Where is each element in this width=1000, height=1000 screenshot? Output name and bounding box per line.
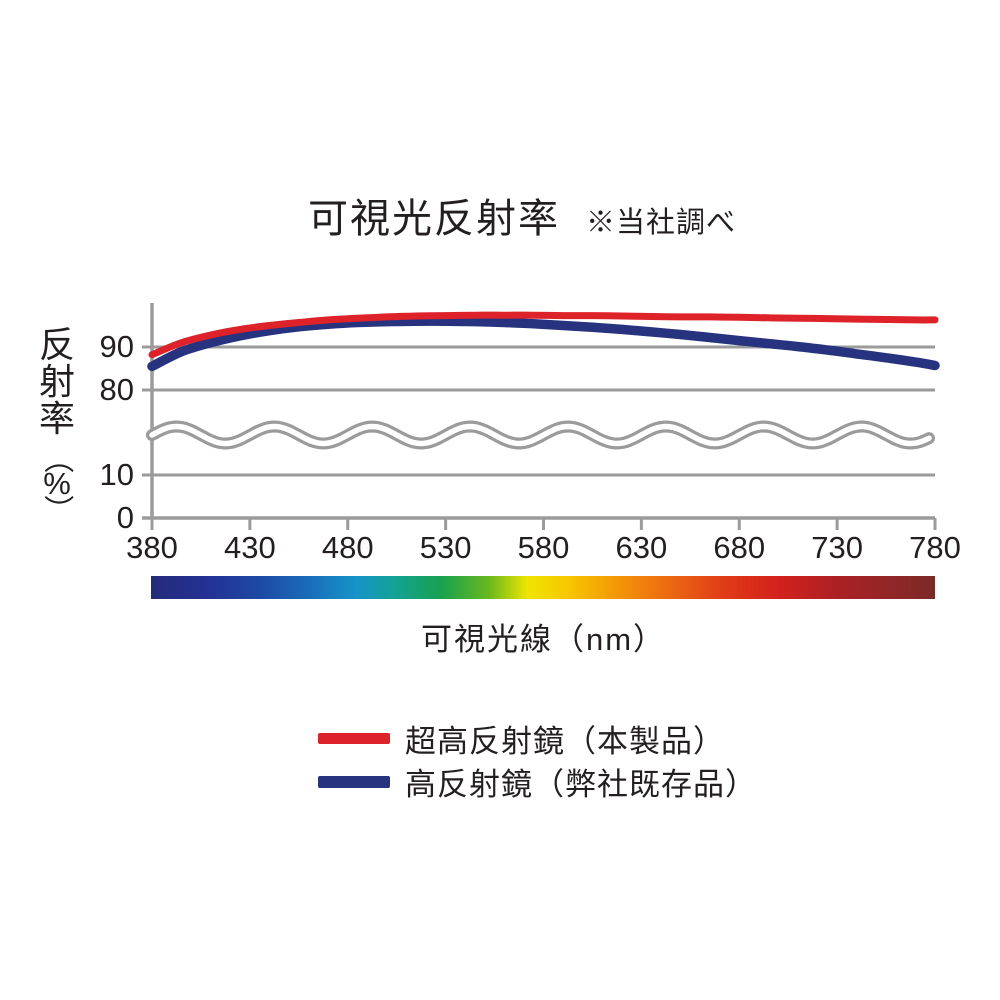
legend-line-swatch-red [318,733,390,744]
y-axis-label-char: 射 [38,361,75,402]
x-tick-label-480: 480 [321,530,374,565]
x-tick-label-780: 780 [909,530,961,565]
spectrum-gradient-bar [151,576,935,599]
legend-item-high-reflective: 高反射鏡（弊社既存品） [318,760,757,803]
chart-title-note: ※当社調べ [585,207,736,239]
y-tick-label-0: 0 [116,500,134,535]
series-line-ultra-high-reflective-mirror [148,311,939,359]
x-tick-label-680: 680 [713,530,766,565]
series-line-high-reflective-mirror [147,316,940,372]
y-tick-label-90: 90 [99,329,134,364]
chart-title-row: 可視光反射率 ※当社調べ [22,186,1000,244]
chart-title: 可視光反射率 [307,197,560,241]
x-tick-label-580: 580 [517,530,570,565]
y-axis-label: 反射率 （%） [36,324,78,525]
legend-label-high-reflective: 高反射鏡（弊社既存品） [405,767,757,802]
x-tick-label-430: 430 [224,530,276,565]
legend-label-ultra-high-reflective: 超高反射鏡（本製品） [405,724,725,759]
x-axis-label: 可視光線（nm） [420,622,667,657]
x-tick-label-730: 730 [811,530,863,565]
x-tick-label-380: 380 [126,530,178,565]
y-tick-label-80: 80 [99,372,134,407]
y-axis-label-char: 反 [38,324,75,365]
axis-break-wave-inner [149,423,932,447]
y-axis-unit-percent: % [43,466,71,501]
x-tick-label-530: 530 [419,530,472,565]
legend-line-swatch-blue [318,775,390,788]
legend: 超高反射鏡（本製品） 高反射鏡（弊社既存品） [318,717,757,803]
y-axis-label-char: 率 [38,398,75,439]
y-tick-label-10: 10 [99,457,134,492]
y-axis-unit: （%） [41,444,74,525]
x-tick-label-630: 630 [615,530,668,565]
legend-item-ultra-high-reflective: 超高反射鏡（本製品） [318,717,757,760]
